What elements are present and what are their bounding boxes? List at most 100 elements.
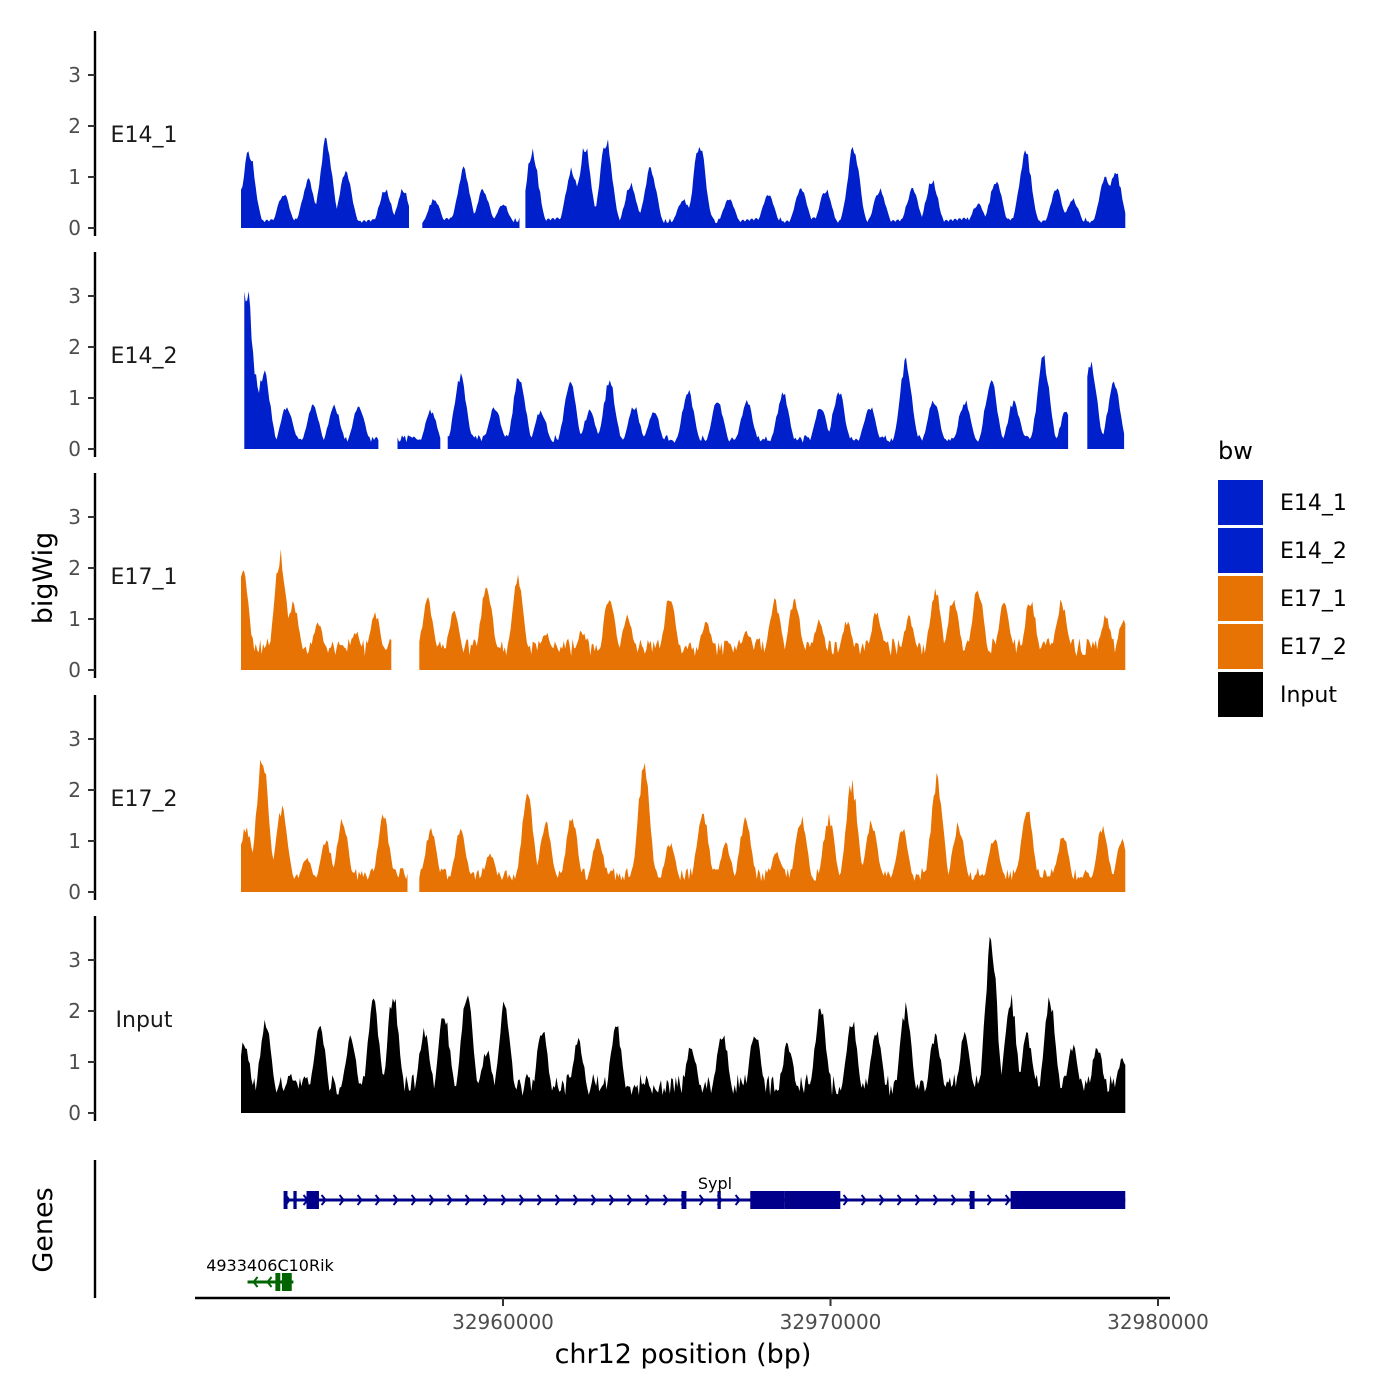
strand-arrow (356, 1194, 363, 1206)
legend: bw E14_1 E14_2 E17_1 E17_2 Input (1218, 437, 1347, 717)
exon (969, 1191, 975, 1209)
legend-label: E17_2 (1280, 635, 1347, 660)
track-E17_2: 0 1 2 3 E17_2 (68, 695, 1126, 904)
y-tick-label: 3 (68, 727, 81, 751)
y-tick-label: 1 (68, 829, 81, 853)
strand-arrow (608, 1194, 615, 1206)
strand-arrow (896, 1194, 903, 1206)
track-label: Input (116, 1008, 173, 1033)
y-tick-label: 2 (68, 556, 81, 580)
y-tick-label: 0 (68, 658, 81, 682)
y-tick-label: 3 (68, 284, 81, 308)
legend-title: bw (1218, 437, 1253, 465)
y-tick-label: 1 (68, 386, 81, 410)
strand-arrow (320, 1194, 327, 1206)
exon (1010, 1191, 1126, 1209)
y-axis-title: bigWig (28, 532, 59, 625)
legend-swatch-E14_2 (1218, 528, 1263, 573)
exon (283, 1191, 288, 1209)
track-label: E17_1 (111, 565, 178, 590)
track-label: E14_1 (111, 123, 178, 148)
track-label: E14_2 (111, 344, 178, 369)
strand-arrow (662, 1194, 669, 1206)
strand-arrow (644, 1194, 651, 1206)
legend-label: Input (1280, 683, 1337, 708)
exon (306, 1191, 319, 1209)
legend-swatch-Input (1218, 672, 1263, 717)
y-tick-label: 0 (68, 1101, 81, 1125)
track-E14_2: 0 1 2 3 E14_2 (68, 252, 1125, 461)
strand-arrow (446, 1194, 453, 1206)
coverage-area (241, 759, 408, 892)
y-tick-label: 3 (68, 948, 81, 972)
strand-arrow (518, 1194, 525, 1206)
exon (750, 1191, 785, 1209)
track-label: E17_2 (111, 787, 178, 812)
coverage-area (241, 936, 1126, 1113)
coverage-area (241, 549, 392, 670)
y-tick-label: 0 (68, 437, 81, 461)
strand-arrow (914, 1194, 921, 1206)
exon (293, 1191, 297, 1209)
y-tick-label: 1 (68, 165, 81, 189)
track-Input: 0 1 2 3 Input (68, 916, 1126, 1125)
strand-arrow (338, 1194, 345, 1206)
y-tick-label: 1 (68, 1050, 81, 1074)
strand-arrow (392, 1194, 399, 1206)
y-tick-label: 0 (68, 216, 81, 240)
strand-arrow (932, 1194, 939, 1206)
coverage-area (244, 291, 379, 449)
legend-label: E14_2 (1280, 539, 1347, 564)
exon (275, 1273, 281, 1291)
x-tick-label: 32980000 (1107, 1310, 1209, 1334)
gene-label: 4933406C10Rik (206, 1256, 334, 1275)
strand-arrow (410, 1194, 417, 1206)
legend-label: E17_1 (1280, 587, 1347, 612)
strand-arrow (950, 1194, 957, 1206)
strand-arrow (500, 1194, 507, 1206)
strand-arrow (554, 1194, 561, 1206)
strand-arrow (842, 1194, 849, 1206)
coverage-area (525, 139, 1126, 228)
strand-arrow (428, 1194, 435, 1206)
x-axis: 32960000 32970000 32980000 (195, 1296, 1209, 1334)
y-tick-label: 1 (68, 607, 81, 631)
y-tick-label: 2 (68, 778, 81, 802)
coverage-area (422, 166, 520, 228)
strand-arrow (986, 1194, 993, 1206)
y-tick-label: 2 (68, 335, 81, 359)
y-tick-label: 2 (68, 114, 81, 138)
track-E17_1: 0 1 2 3 E17_1 (68, 473, 1126, 682)
coverage-area (419, 574, 1126, 670)
y-tick-label: 2 (68, 999, 81, 1023)
strand-arrow (590, 1194, 597, 1206)
exon (681, 1191, 687, 1209)
strand-arrow (252, 1276, 259, 1288)
strand-arrow (464, 1194, 471, 1206)
exon (281, 1273, 292, 1291)
gene-Sypl: Sypl (283, 1174, 1126, 1209)
exon (717, 1191, 721, 1209)
exon (784, 1191, 841, 1209)
y-tick-label: 3 (68, 505, 81, 529)
x-tick-label: 32960000 (452, 1310, 554, 1334)
strand-arrow (266, 1276, 273, 1288)
legend-swatch-E14_1 (1218, 480, 1263, 525)
x-axis-title: chr12 position (bp) (555, 1339, 812, 1370)
legend-swatch-E17_1 (1218, 576, 1263, 621)
strand-arrow (374, 1194, 381, 1206)
gene-4933406C10Rik: 4933406C10Rik (206, 1256, 335, 1291)
genes-axis-title: Genes (28, 1187, 59, 1272)
y-tick-label: 3 (68, 63, 81, 87)
x-tick-label: 32970000 (780, 1310, 882, 1334)
strand-arrow (482, 1194, 489, 1206)
strand-arrow (734, 1194, 741, 1206)
strand-arrow (860, 1194, 867, 1206)
strand-arrow (878, 1194, 885, 1206)
track-E14_1: 0 1 2 3 E14_1 (68, 31, 1126, 240)
gene-track: Sypl 4933406C10Rik (93, 1160, 1126, 1298)
coverage-area (241, 137, 409, 228)
coverage-area (397, 409, 441, 449)
strand-arrow (626, 1194, 633, 1206)
